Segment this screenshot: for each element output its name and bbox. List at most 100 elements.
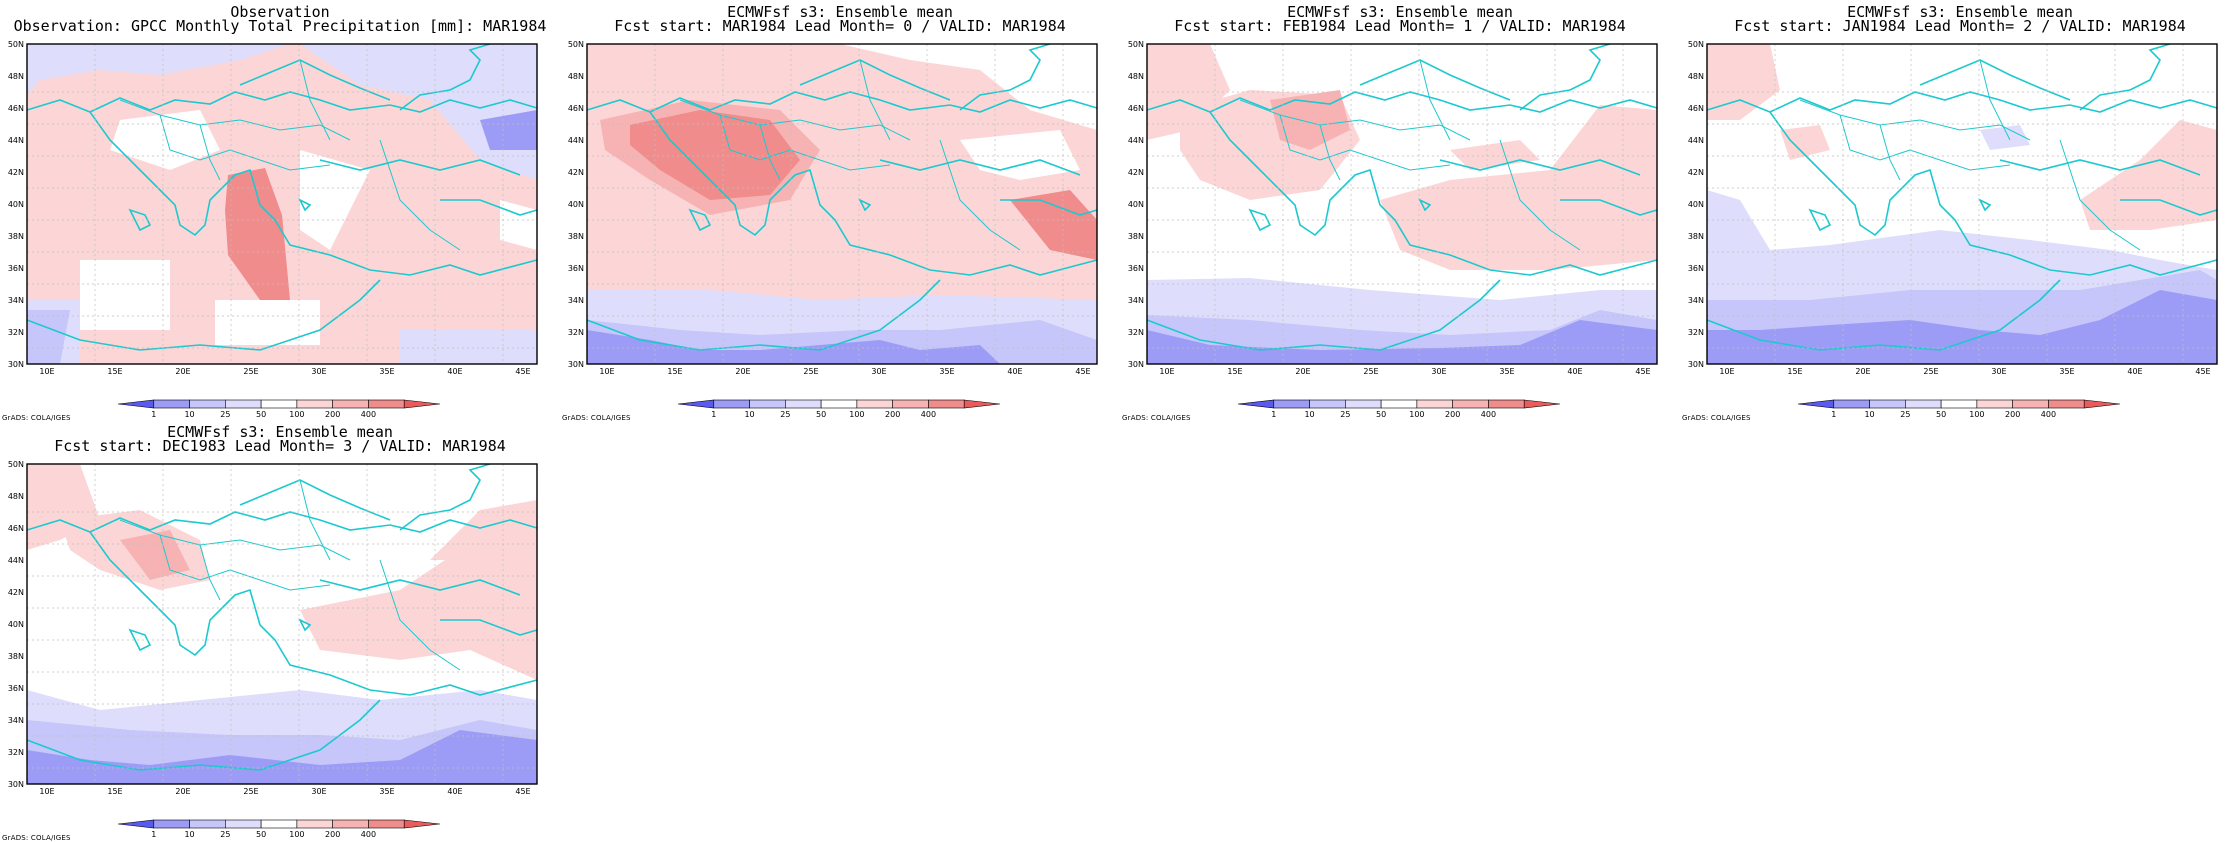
- coastlines: [586, 43, 1098, 351]
- latitude-labels: 30N 32N 34N 36N 38N 40N 42N 44N 46N 48N 50N: [8, 40, 24, 369]
- colorbar-segment: [260, 399, 298, 409]
- colorbar-label: 400: [1481, 410, 1496, 419]
- colorbar-label: 200: [325, 830, 340, 839]
- colorbar-segment: [403, 399, 441, 409]
- colorbar-segment: [368, 819, 405, 829]
- lat-tick-label: 34N: [1688, 296, 1704, 305]
- colorbar-segment: [189, 819, 226, 829]
- colorbar-label: 100: [289, 830, 304, 839]
- lat-tick-label: 46N: [8, 104, 24, 113]
- lon-tick-label: 45E: [515, 367, 530, 376]
- colorbar-segment: [117, 819, 155, 829]
- lat-tick-label: 40N: [8, 620, 24, 629]
- lon-tick-label: 10E: [39, 367, 54, 376]
- lon-tick-label: 30E: [871, 367, 886, 376]
- lon-tick-label: 20E: [175, 787, 190, 796]
- colorbar-label: 25: [780, 410, 790, 419]
- colorbar-segment: [403, 819, 441, 829]
- colorbar-label: 1: [151, 830, 156, 839]
- lat-tick-label: 36N: [568, 264, 584, 273]
- lat-tick-label: 38N: [568, 232, 584, 241]
- lon-tick-label: 35E: [379, 367, 394, 376]
- colorbar-label: 100: [1969, 410, 1984, 419]
- colorbar-label: 50: [816, 410, 826, 419]
- colorbar-segment: [749, 399, 786, 409]
- lat-tick-label: 48N: [568, 72, 584, 81]
- colorbar-label: 50: [1936, 410, 1946, 419]
- colorbar-segment: [332, 819, 369, 829]
- colorbar-segment: [225, 399, 262, 409]
- panel-subtitle: Fcst start: JAN1984 Lead Month= 2 / VALI…: [1734, 17, 2186, 35]
- lat-tick-label: 46N: [568, 104, 584, 113]
- lat-tick-label: 46N: [1128, 104, 1144, 113]
- precipitation-map: 30N 32N 34N 36N 38N 40N 42N 44N 46N 48N 50N 10E 15E…: [8, 460, 538, 839]
- colorbar-segment: [1833, 399, 1870, 409]
- map-panel-lead-3: ECMWFsf s3: Ensemble mean Fcst start: DE…: [0, 420, 560, 842]
- colorbar-label: 400: [361, 410, 376, 419]
- colorbar-label: 200: [2005, 410, 2020, 419]
- precipitation-map: 30N 32N 34N 36N 38N 40N 42N 44N 46N 48N 50N 10E 15E…: [568, 40, 1098, 419]
- lon-tick-label: 20E: [175, 367, 190, 376]
- lat-tick-label: 48N: [8, 72, 24, 81]
- lon-tick-label: 40E: [1007, 367, 1022, 376]
- lon-tick-label: 45E: [1075, 367, 1090, 376]
- lat-tick-label: 32N: [8, 328, 24, 337]
- colorbar-segment: [189, 399, 226, 409]
- lat-tick-label: 36N: [8, 684, 24, 693]
- lat-tick-label: 44N: [1128, 136, 1144, 145]
- colorbar: 1 10 25 50 100 200 400: [1237, 399, 1561, 419]
- lon-tick-label: 15E: [667, 367, 682, 376]
- colorbar-segment: [1273, 399, 1310, 409]
- lat-tick-label: 50N: [1128, 40, 1144, 49]
- lat-tick-label: 38N: [1128, 232, 1144, 241]
- colorbar-segment: [2083, 399, 2121, 409]
- lat-tick-label: 46N: [8, 524, 24, 533]
- colorbar-segment: [1940, 399, 1978, 409]
- colorbar-segment: [677, 399, 715, 409]
- map-panel-lead-0: ECMWFsf s3: Ensemble mean Fcst start: MA…: [560, 0, 1120, 422]
- colorbar-label: 1: [1271, 410, 1276, 419]
- colorbar-segment: [1237, 399, 1275, 409]
- longitude-labels: 10E 15E 20E 25E 30E 35E 40E 45E: [1719, 367, 2210, 376]
- lon-tick-label: 40E: [447, 367, 462, 376]
- colorbar-label: 1: [711, 410, 716, 419]
- country-borders: [1239, 59, 1581, 251]
- field-shading: [1147, 44, 1657, 364]
- lon-tick-label: 40E: [2127, 367, 2142, 376]
- colorbar: 1 10 25 50 100 200 400: [117, 819, 441, 839]
- colorbar-segment: [856, 399, 893, 409]
- lon-tick-label: 40E: [447, 787, 462, 796]
- colorbar-segment: [1416, 399, 1453, 409]
- colorbar-label: 25: [1340, 410, 1350, 419]
- lon-tick-label: 20E: [735, 367, 750, 376]
- lat-tick-label: 38N: [8, 232, 24, 241]
- colorbar-segment: [117, 399, 155, 409]
- panel-subtitle: Observation: GPCC Monthly Total Precipit…: [13, 17, 547, 35]
- lat-tick-label: 50N: [8, 40, 24, 49]
- colorbar-segment: [785, 399, 822, 409]
- lon-tick-label: 20E: [1855, 367, 1870, 376]
- colorbar-label: 50: [256, 830, 266, 839]
- colorbar-segment: [332, 399, 369, 409]
- colorbar-label: 25: [1900, 410, 1910, 419]
- longitude-labels: 10E 15E 20E 25E 30E 35E 40E 45E: [1159, 367, 1650, 376]
- lat-tick-label: 38N: [8, 652, 24, 661]
- map-frame: [26, 463, 538, 785]
- lat-tick-label: 34N: [1128, 296, 1144, 305]
- lon-tick-label: 30E: [1431, 367, 1446, 376]
- colorbar-label: 1: [151, 410, 156, 419]
- colorbar-segment: [963, 399, 1001, 409]
- colorbar-label: 10: [744, 410, 754, 419]
- lon-tick-label: 25E: [1923, 367, 1938, 376]
- lat-tick-label: 40N: [568, 200, 584, 209]
- gridlines: [587, 44, 1097, 364]
- lat-tick-label: 50N: [1688, 40, 1704, 49]
- lat-tick-label: 44N: [8, 556, 24, 565]
- colorbar-label: 25: [220, 830, 230, 839]
- lat-tick-label: 40N: [8, 200, 24, 209]
- map-panel-observation: Observation Observation: GPCC Monthly To…: [0, 0, 560, 423]
- colorbar-label: 100: [289, 410, 304, 419]
- lon-tick-label: 10E: [39, 787, 54, 796]
- lon-tick-label: 45E: [2195, 367, 2210, 376]
- gridlines: [1147, 44, 1657, 364]
